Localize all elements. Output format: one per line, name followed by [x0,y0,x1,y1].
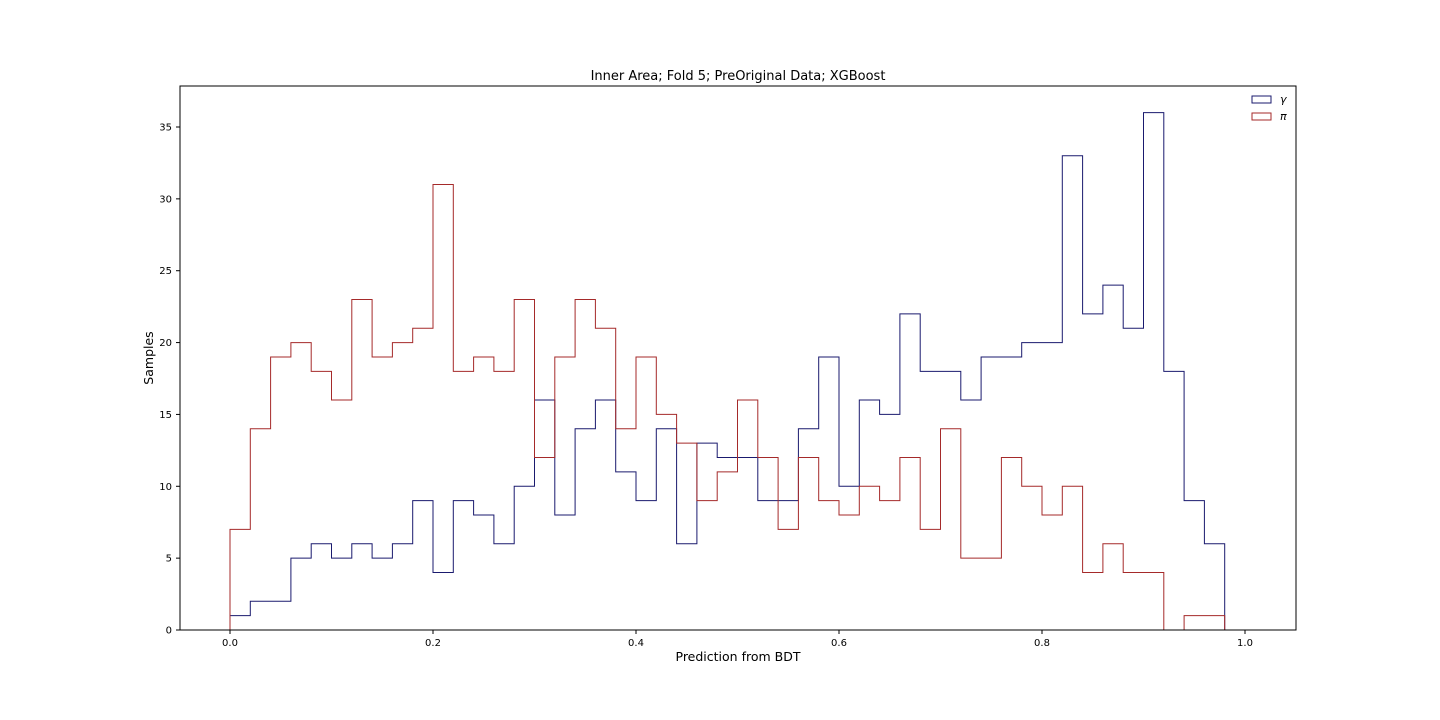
y-axis: 0 5 10 15 20 25 30 35 [159,123,180,637]
legend-swatch [1251,95,1272,104]
legend: γπ [1251,93,1287,123]
legend-swatch [1251,112,1272,121]
x-axis-label: Prediction from BDT [676,649,801,664]
x-tick-label: 0.0 [222,638,238,649]
legend-label: γ [1280,93,1287,106]
x-tick-label: 0.2 [425,638,441,649]
plot-frame [179,85,1297,631]
legend-label: π [1280,110,1287,123]
y-tick-label: 10 [159,482,172,493]
series-gamma-histogram [229,112,1245,631]
series-pi-histogram [229,183,1245,631]
x-tick-label: 0.4 [628,638,644,649]
chart-title: Inner Area; Fold 5; PreOriginal Data; XG… [591,69,886,84]
y-tick-label: 5 [166,554,172,565]
y-tick-label: 35 [159,123,172,134]
series-layer [229,112,1245,631]
y-tick-label: 30 [159,194,172,205]
y-axis-label: Samples [141,331,156,384]
x-tick-label: 0.8 [1034,638,1050,649]
x-axis: 0.0 0.2 0.4 0.6 0.8 1.0 [222,630,1253,649]
y-tick-label: 20 [159,338,172,349]
y-tick-label: 0 [166,626,172,637]
x-tick-label: 1.0 [1237,638,1253,649]
y-tick-label: 15 [159,410,172,421]
x-tick-label: 0.6 [831,638,847,649]
y-tick-label: 25 [159,266,172,277]
